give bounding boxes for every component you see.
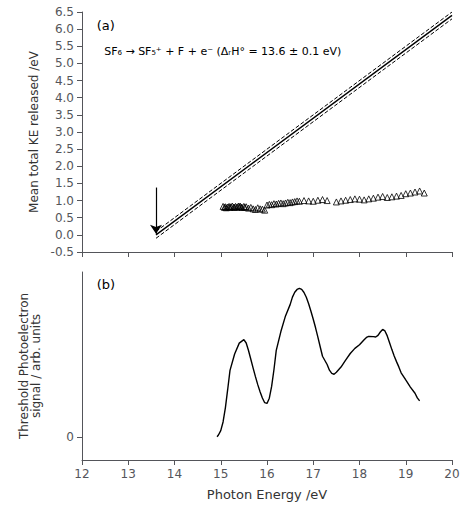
svg-text:(a): (a) <box>97 18 115 33</box>
svg-text:14: 14 <box>167 467 182 481</box>
svg-text:16: 16 <box>259 467 274 481</box>
svg-text:signal / arb. units: signal / arb. units <box>29 314 43 418</box>
svg-text:1.0: 1.0 <box>55 194 74 208</box>
svg-text:Mean total KE released /eV: Mean total KE released /eV <box>27 50 41 213</box>
svg-text:19: 19 <box>398 467 413 481</box>
svg-text:15: 15 <box>213 467 228 481</box>
svg-text:4.0: 4.0 <box>55 91 74 105</box>
svg-text:17: 17 <box>306 467 321 481</box>
svg-text:1.5: 1.5 <box>55 176 74 190</box>
svg-text:6.5: 6.5 <box>55 5 74 19</box>
svg-text:0.0: 0.0 <box>55 228 74 242</box>
svg-text:2.0: 2.0 <box>55 159 74 173</box>
svg-text:-0.5: -0.5 <box>51 245 74 259</box>
svg-text:3.0: 3.0 <box>55 125 74 139</box>
svg-text:(b): (b) <box>97 277 115 292</box>
svg-text:Photon Energy /eV: Photon Energy /eV <box>207 487 327 502</box>
svg-text:6.0: 6.0 <box>55 22 74 36</box>
svg-text:0: 0 <box>66 430 74 444</box>
svg-text:5.0: 5.0 <box>55 56 74 70</box>
svg-text:SF₆ → SF₅⁺ + F + e⁻ (ΔᵣH° = 13: SF₆ → SF₅⁺ + F + e⁻ (ΔᵣH° = 13.6 ± 0.1 e… <box>104 45 341 58</box>
svg-text:18: 18 <box>352 467 367 481</box>
svg-text:4.5: 4.5 <box>55 74 74 88</box>
svg-text:3.5: 3.5 <box>55 108 74 122</box>
svg-text:0.5: 0.5 <box>55 211 74 225</box>
svg-text:20: 20 <box>444 467 459 481</box>
svg-text:Threshold Photoelectron: Threshold Photoelectron <box>17 292 31 440</box>
svg-text:5.5: 5.5 <box>55 39 74 53</box>
svg-text:2.5: 2.5 <box>55 142 74 156</box>
svg-text:12: 12 <box>74 467 89 481</box>
svg-text:13: 13 <box>121 467 136 481</box>
